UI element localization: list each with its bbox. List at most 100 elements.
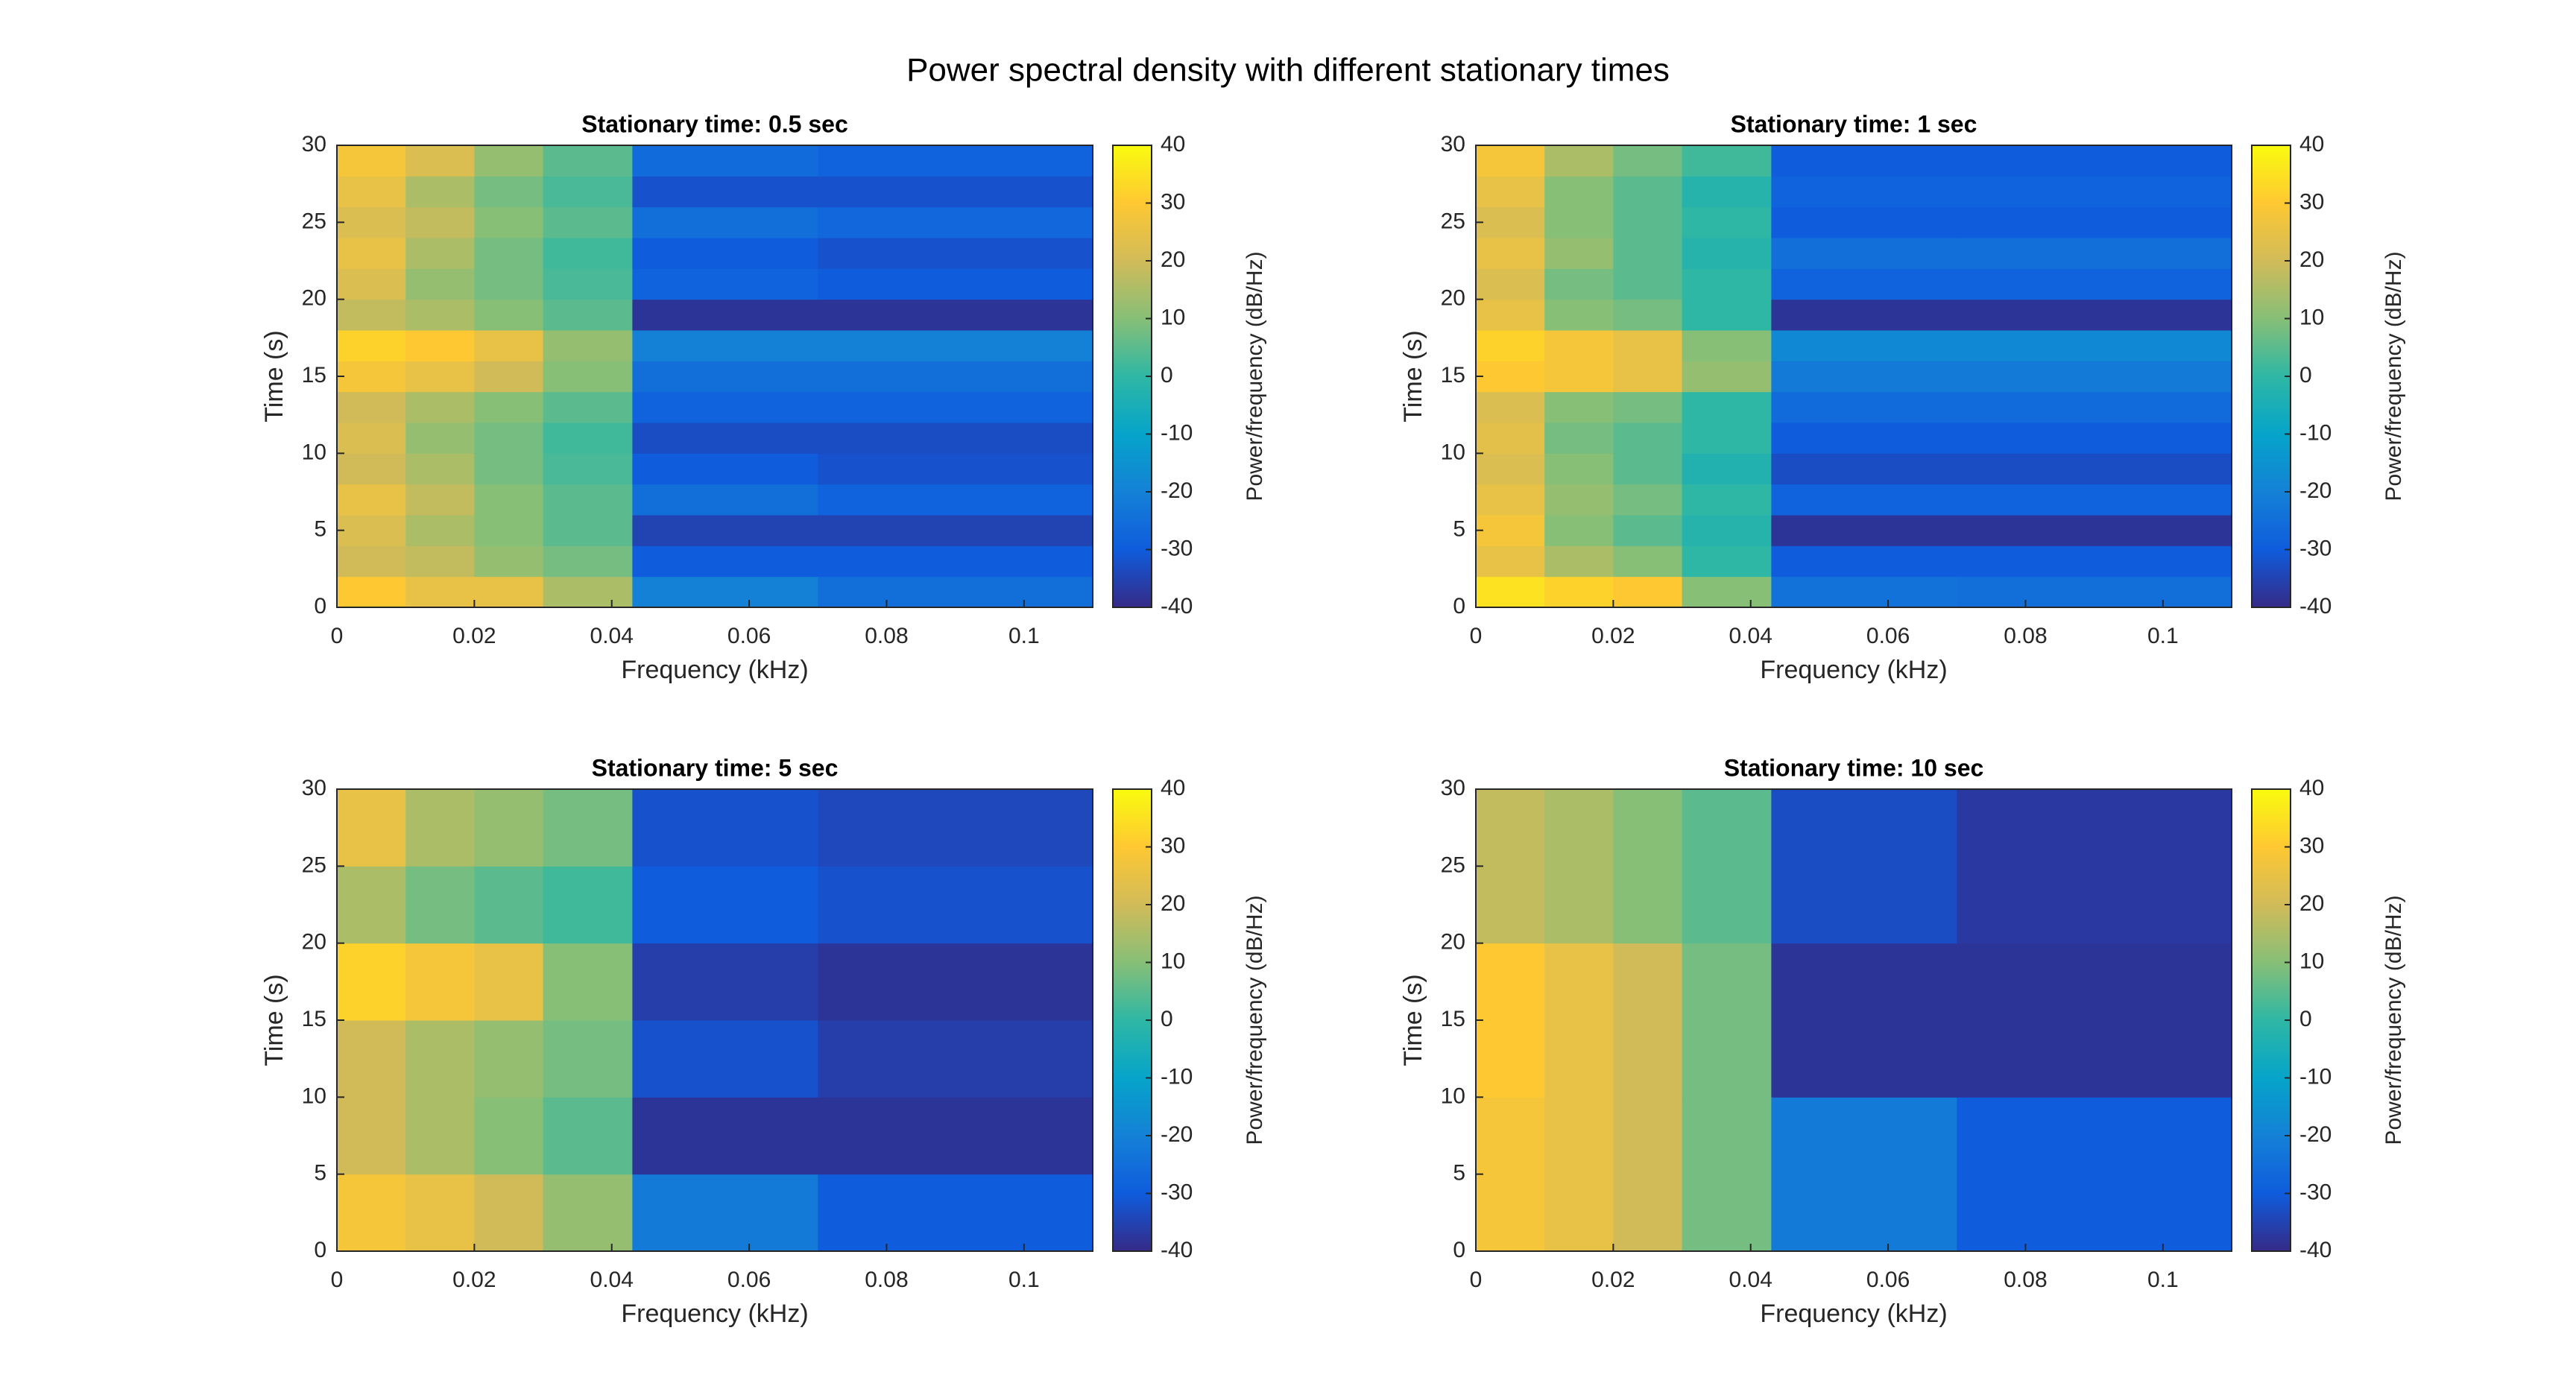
heatmap-cell xyxy=(1613,576,1683,608)
heatmap-cell xyxy=(1957,453,2232,485)
colorbar-tick-label: 40 xyxy=(1161,132,1185,156)
heatmap-cell xyxy=(543,1020,633,1098)
colorbar-tick-label: 30 xyxy=(1161,833,1185,858)
heatmap-cell xyxy=(1771,176,1957,208)
heatmap-cell xyxy=(1682,330,1772,361)
colorbar-tick-label: 20 xyxy=(2299,247,2324,272)
x-tick-label: 0.02 xyxy=(452,1268,496,1292)
heatmap-cell xyxy=(1682,361,1772,393)
heatmap-cell xyxy=(1682,943,1772,1098)
heatmap-cell xyxy=(337,238,406,269)
heatmap-cell xyxy=(1476,299,1545,331)
heatmap-cell xyxy=(1544,330,1614,361)
heatmap-cell xyxy=(632,268,818,300)
heatmap-cell xyxy=(405,268,475,300)
heatmap-cell xyxy=(543,206,633,238)
y-tick-label: 0 xyxy=(314,594,326,619)
heatmap-cell xyxy=(1476,361,1545,393)
heatmap-cell xyxy=(337,515,406,546)
x-axis-label: Frequency (kHz) xyxy=(1760,656,1947,684)
heatmap-cell xyxy=(474,576,544,608)
subplot-title: Stationary time: 5 sec xyxy=(592,754,839,781)
heatmap-cell xyxy=(474,1174,544,1252)
y-tick-label: 0 xyxy=(314,1238,326,1262)
heatmap-cell xyxy=(818,515,1093,546)
heatmap-cell xyxy=(1682,268,1772,300)
y-tick-label: 25 xyxy=(1441,852,1465,877)
heatmap-cell xyxy=(474,943,544,1021)
heatmap-cell xyxy=(1613,176,1683,208)
heatmap-cell xyxy=(405,299,475,331)
heatmap-cell xyxy=(632,145,818,177)
heatmap-cell xyxy=(1957,176,2232,208)
x-tick-label: 0.08 xyxy=(865,1268,908,1292)
heatmap-cell xyxy=(1771,1097,1957,1252)
heatmap-cell xyxy=(1544,423,1614,454)
y-axis-label: Time (s) xyxy=(1399,330,1427,422)
y-tick-label: 20 xyxy=(1441,930,1465,955)
x-tick-label: 0.08 xyxy=(865,624,908,648)
x-axis-label: Frequency (kHz) xyxy=(621,1300,808,1328)
x-axis-label: Frequency (kHz) xyxy=(621,656,808,684)
heatmap-cell xyxy=(405,1020,475,1098)
heatmap-cell xyxy=(1682,453,1772,485)
heatmap-cell xyxy=(818,391,1093,423)
heatmap-cell xyxy=(337,206,406,238)
heatmap-cell xyxy=(543,176,633,208)
y-tick-label: 25 xyxy=(302,852,326,877)
heatmap-cell xyxy=(632,576,818,608)
heatmap-cell xyxy=(1957,361,2232,393)
heatmap-cell xyxy=(405,576,475,608)
colorbar-tick-label: 40 xyxy=(2299,776,2324,800)
heatmap-cell xyxy=(1544,145,1614,177)
x-tick-label: 0.06 xyxy=(727,624,771,648)
heatmap-cell xyxy=(1957,330,2232,361)
colorbar-tick-label: -40 xyxy=(1161,594,1193,619)
heatmap-cell xyxy=(818,943,1093,1021)
x-tick-label: 0 xyxy=(1470,1268,1483,1292)
colorbar-tick-label: 30 xyxy=(2299,189,2324,214)
heatmap-cell xyxy=(632,866,818,944)
heatmap-cell xyxy=(1771,515,1957,546)
colorbar-tick-label: -20 xyxy=(2299,478,2332,503)
colorbar-tick-label: -20 xyxy=(1161,478,1193,503)
heatmap-cell xyxy=(818,1020,1093,1098)
heatmap-cell xyxy=(337,176,406,208)
heatmap-cell xyxy=(1544,515,1614,546)
heatmap-cell xyxy=(818,330,1093,361)
heatmap-cell xyxy=(1476,515,1545,546)
heatmap-cell xyxy=(1613,423,1683,454)
colorbar-tick-label: -10 xyxy=(1161,420,1193,445)
heatmap-cell xyxy=(1613,330,1683,361)
colorbar-tick-label: 40 xyxy=(2299,132,2324,156)
heatmap-cell xyxy=(1682,238,1772,269)
heatmap-cell xyxy=(1613,453,1683,485)
heatmap-cell xyxy=(1544,545,1614,578)
y-tick-label: 30 xyxy=(302,132,326,156)
heatmap-cell xyxy=(337,391,406,423)
heatmap-cell xyxy=(337,299,406,331)
heatmap-cell xyxy=(474,866,544,944)
y-axis-label: Time (s) xyxy=(1399,974,1427,1066)
heatmap-cell xyxy=(1957,206,2232,238)
heatmap-cell xyxy=(1476,238,1545,269)
heatmap-cell xyxy=(405,1097,475,1175)
colorbar-label: Power/frequency (dB/Hz) xyxy=(2381,895,2406,1145)
heatmap-cell xyxy=(1476,576,1545,608)
colorbar-tick-label: -40 xyxy=(2299,594,2332,619)
heatmap-cell xyxy=(1682,1097,1772,1252)
y-axis-label: Time (s) xyxy=(260,330,288,422)
heatmap-cell xyxy=(543,299,633,331)
y-tick-label: 5 xyxy=(1453,517,1465,542)
heatmap-cell xyxy=(818,576,1093,608)
heatmap-cell xyxy=(405,515,475,546)
colorbar-tick-label: -30 xyxy=(1161,536,1193,560)
heatmap-cell xyxy=(1544,238,1614,269)
heatmap-cell xyxy=(1613,145,1683,177)
colorbar xyxy=(2251,145,2291,608)
heatmap-cell xyxy=(1682,391,1772,423)
heatmap-cell xyxy=(1544,361,1614,393)
heatmap-cell xyxy=(818,545,1093,578)
heatmap-cell xyxy=(1544,176,1614,208)
heatmap-cell xyxy=(632,545,818,578)
